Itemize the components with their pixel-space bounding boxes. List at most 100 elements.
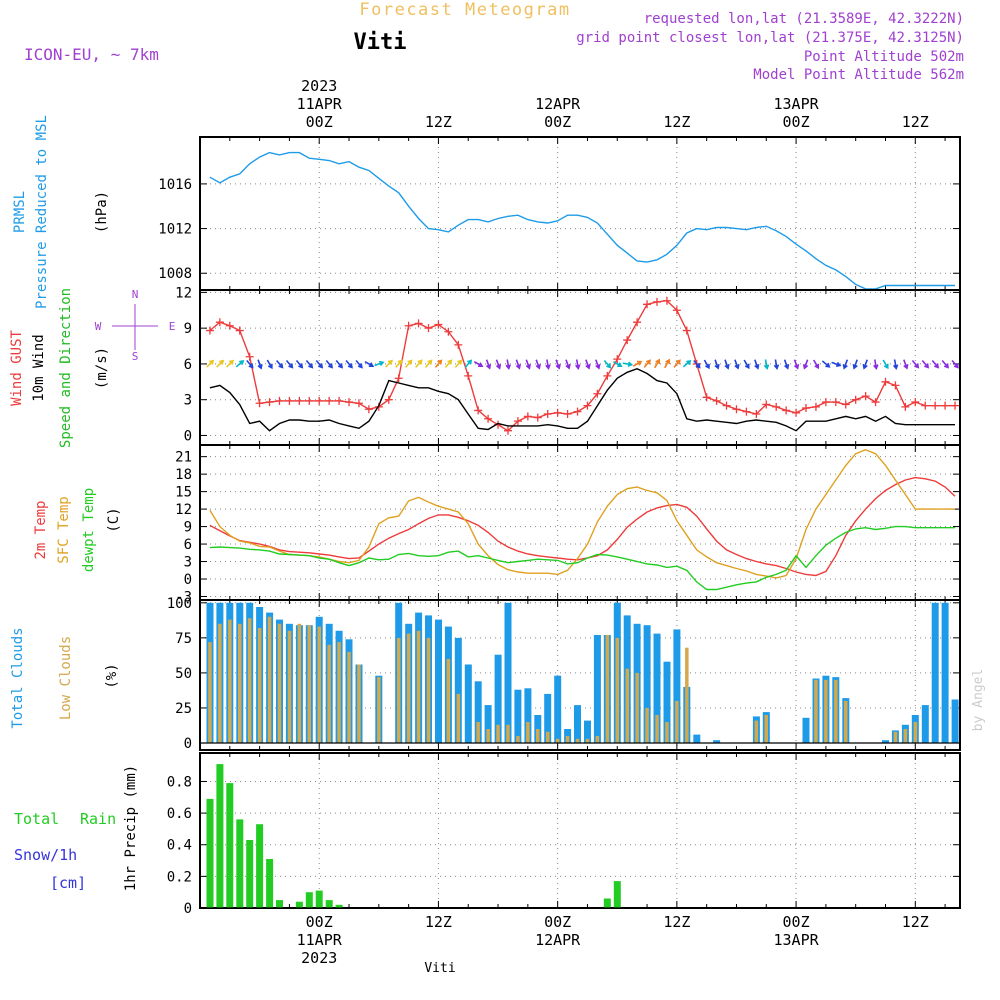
gust-marker (722, 401, 731, 410)
wind-direction-arrow (424, 359, 433, 368)
left-label-total-clouds: Total Clouds (10, 627, 26, 728)
watermark: by Angel (971, 669, 986, 732)
y-tick-label-temperature: 21 (175, 450, 192, 466)
bottom-time-label-0-0: 00Z (306, 913, 333, 931)
wind-direction-arrow (882, 359, 889, 370)
y-tick-label-clouds: 100 (167, 596, 192, 612)
y-tick-label-precip: 0.4 (167, 838, 192, 854)
bar-low-clouds (675, 700, 679, 743)
gust-marker (861, 392, 870, 401)
gust-marker (315, 396, 324, 405)
panel-precip: 0 0.2 0.4 0.6 0.8 (167, 752, 961, 917)
gust-marker (792, 408, 801, 417)
bar-low-clouds (754, 720, 759, 743)
bar-low-clouds (218, 623, 222, 743)
y-tick-label-temperature: 15 (175, 485, 192, 501)
y-tick-label-temperature: 6 (184, 537, 192, 553)
wind-direction-arrow (622, 361, 634, 367)
gust-marker (245, 352, 254, 361)
y-tick-label-wind: 12 (175, 285, 192, 301)
top-time-label-0-0: 2023 (301, 77, 337, 95)
gust-marker (652, 297, 661, 306)
bar-total-clouds (882, 740, 889, 743)
bar-low-clouds (824, 679, 828, 743)
wind-direction-arrow (216, 359, 225, 368)
super-title: Forecast Meteogram (359, 0, 570, 20)
bar-low-clouds (277, 623, 282, 743)
bar-total-rain (226, 783, 234, 908)
wind-direction-arrow (842, 359, 849, 370)
bar-low-clouds (516, 736, 520, 743)
gust-marker (414, 319, 423, 328)
gust-marker (523, 412, 532, 421)
wind-direction-arrow (257, 359, 263, 370)
gust-marker (235, 326, 244, 335)
gust-marker (454, 340, 463, 349)
gust-marker (941, 401, 950, 410)
wind-direction-arrow (295, 359, 304, 369)
left-label-dewpt: dewpt Temp (81, 488, 97, 572)
wind-direction-arrow (315, 359, 324, 369)
gust-marker (335, 396, 344, 405)
bar-low-clouds (546, 731, 550, 743)
wind-direction-arrow (793, 359, 800, 370)
series-line-10m-wind (209, 367, 955, 432)
ylabel-clouds: (%) (104, 663, 120, 688)
location-info-2: Point Altitude 502m (804, 49, 964, 65)
wind-direction-arrow (385, 359, 393, 368)
wind-direction-arrow (345, 359, 353, 369)
bar-low-clouds (685, 647, 689, 743)
wind-direction-arrow (595, 359, 601, 370)
wind-direction-arrow (632, 360, 643, 367)
y-tick-label-precip: 0.8 (167, 774, 192, 790)
gust-marker (891, 381, 900, 390)
wind-direction-arrow (325, 359, 333, 369)
bar-total-clouds (435, 619, 442, 743)
bar-total-clouds (554, 675, 562, 743)
location-info-3: Model Point Altitude 562m (753, 67, 964, 83)
wind-direction-arrow (903, 359, 909, 370)
gust-marker (285, 396, 294, 405)
bar-total-clouds (643, 625, 651, 743)
panel-frame-pressure (199, 136, 961, 291)
top-time-label-3-0: 12Z (663, 113, 690, 131)
wind-direction-arrow (285, 359, 294, 369)
gust-marker (255, 399, 264, 408)
gust-marker (672, 306, 681, 315)
wind-direction-arrow (643, 359, 652, 368)
gust-marker (295, 396, 304, 405)
wind-direction-arrow (485, 359, 492, 370)
panel-frame-precip (199, 752, 961, 909)
wind-direction-arrow (505, 359, 511, 370)
bar-low-clouds (605, 635, 610, 743)
gust-marker (911, 398, 920, 407)
bar-low-clouds (595, 736, 600, 743)
gust-marker (205, 326, 214, 335)
wind-direction-arrow (813, 359, 820, 370)
bar-low-clouds (347, 651, 351, 743)
series-line-wind-gust (209, 299, 955, 432)
wind-direction-arrow (226, 359, 235, 368)
left-label-sfc-temp: SFC Temp (56, 496, 72, 563)
bar-low-clouds (496, 724, 500, 743)
gust-marker (811, 402, 820, 411)
wind-direction-arrow (565, 359, 571, 370)
bar-total-rain (305, 892, 313, 908)
y-tick-label-clouds: 75 (175, 631, 192, 647)
left-label-gust: Wind GUST (9, 330, 25, 406)
wind-direction-arrow (654, 358, 661, 369)
gust-marker (821, 398, 830, 407)
bar-low-clouds (764, 715, 768, 743)
bar-low-clouds (228, 619, 232, 743)
gust-marker (265, 398, 274, 407)
gust-marker (643, 300, 652, 309)
left-label-2m-temp: 2m Temp (33, 500, 49, 559)
y-tick-label-pressure: 1012 (158, 222, 192, 238)
gust-marker (682, 326, 691, 335)
ylabel-wind: (m/s) (94, 347, 110, 389)
bar-low-clouds (893, 731, 898, 743)
y-tick-label-clouds: 0 (184, 736, 192, 752)
bar-low-clouds (665, 722, 669, 743)
top-time-label-4-0: 13APR (774, 95, 820, 113)
bar-low-clouds (247, 618, 252, 743)
